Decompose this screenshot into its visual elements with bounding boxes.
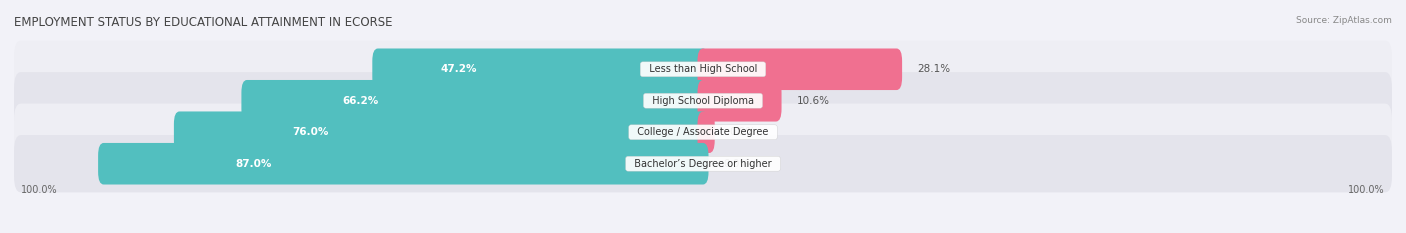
FancyBboxPatch shape [697,111,714,153]
FancyBboxPatch shape [98,143,709,185]
Text: 100.0%: 100.0% [21,185,58,195]
Text: Source: ZipAtlas.com: Source: ZipAtlas.com [1296,16,1392,25]
Text: 47.2%: 47.2% [441,64,478,74]
Text: 76.0%: 76.0% [292,127,329,137]
FancyBboxPatch shape [14,72,1392,129]
Text: 87.0%: 87.0% [235,159,271,169]
FancyBboxPatch shape [697,48,903,90]
FancyBboxPatch shape [174,111,709,153]
FancyBboxPatch shape [242,80,709,122]
FancyBboxPatch shape [697,80,782,122]
Text: College / Associate Degree: College / Associate Degree [631,127,775,137]
Text: EMPLOYMENT STATUS BY EDUCATIONAL ATTAINMENT IN ECORSE: EMPLOYMENT STATUS BY EDUCATIONAL ATTAINM… [14,16,392,29]
FancyBboxPatch shape [14,104,1392,161]
Text: 28.1%: 28.1% [917,64,950,74]
FancyBboxPatch shape [14,135,1392,192]
Text: High School Diploma: High School Diploma [645,96,761,106]
FancyBboxPatch shape [373,48,709,90]
Text: 10.6%: 10.6% [797,96,830,106]
Text: Less than High School: Less than High School [643,64,763,74]
Text: 0.9%: 0.9% [730,127,756,137]
Text: 0.0%: 0.0% [724,159,749,169]
Text: 66.2%: 66.2% [343,96,380,106]
Text: Bachelor’s Degree or higher: Bachelor’s Degree or higher [628,159,778,169]
Text: 100.0%: 100.0% [1348,185,1385,195]
FancyBboxPatch shape [14,41,1392,98]
